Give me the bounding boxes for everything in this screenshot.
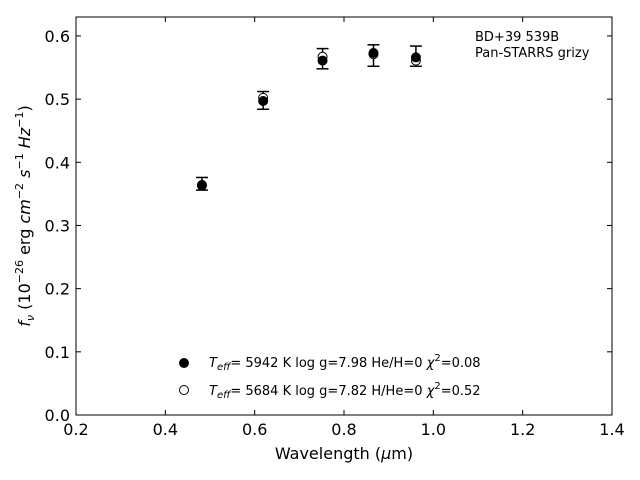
x-tick-label: 1.0 <box>421 420 446 439</box>
y-tick-label: 0.5 <box>45 90 70 109</box>
legend-open-label: Teff= 5684 K log g=7.82 H/He=0 χ2=0.52 <box>209 381 481 401</box>
axis-ticks: 0.2 0.4 0.6 0.8 1.0 1.2 1.4 0.0 0.1 0.2 0.3 0.4 0.5 0… <box>45 17 625 439</box>
x-tick-label: 0.4 <box>153 420 178 439</box>
y-tick-label: 0.0 <box>45 406 70 425</box>
filled-model-point <box>368 48 379 59</box>
x-axis-label: Wavelength (μm) <box>275 444 413 463</box>
y-axis-label: fν (10−26 erg cm−2 s−1 Hz−1) <box>13 105 37 326</box>
survey-name: Pan-STARRS grizy <box>475 46 590 61</box>
filled-model-point <box>317 55 328 66</box>
y-tick-label: 0.4 <box>45 153 70 172</box>
data-points <box>196 48 421 191</box>
legend-filled-label: Teff= 5942 K log g=7.98 He/H=0 χ2=0.08 <box>209 353 481 373</box>
x-tick-label: 1.4 <box>599 420 624 439</box>
target-name: BD+39 539B <box>475 30 559 45</box>
x-tick-label: 0.8 <box>331 420 356 439</box>
filled-model-point <box>258 96 269 107</box>
legend-open-marker <box>179 385 189 395</box>
legend: Teff= 5942 K log g=7.98 He/H=0 χ2=0.08 T… <box>179 353 481 401</box>
y-tick-label: 0.2 <box>45 280 70 299</box>
y-tick-label: 0.3 <box>45 216 70 235</box>
y-tick-label: 0.6 <box>45 27 70 46</box>
x-tick-label: 0.6 <box>242 420 267 439</box>
y-tick-label: 0.1 <box>45 343 70 362</box>
filled-model-point <box>196 180 207 191</box>
filled-model-point <box>410 52 421 63</box>
legend-filled-marker <box>179 358 189 368</box>
plot-area <box>75 16 613 416</box>
x-tick-label: 1.2 <box>510 420 535 439</box>
x-tick-label: 0.2 <box>63 420 88 439</box>
